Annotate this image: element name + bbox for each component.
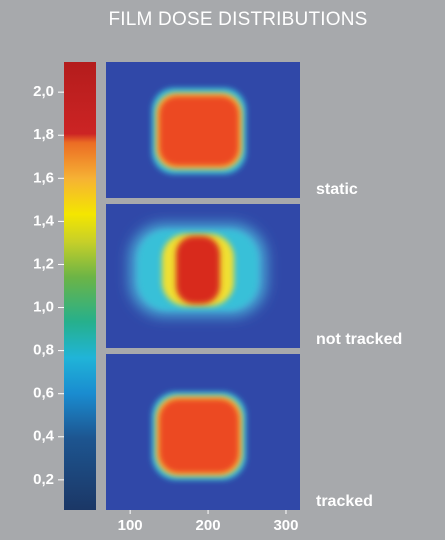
colorbar xyxy=(64,62,96,510)
colorbar-tick-label: 1,8 xyxy=(33,126,54,143)
blob-core xyxy=(176,236,220,304)
colorbar-tick-label: 1,4 xyxy=(33,212,55,229)
x-tick-label: 300 xyxy=(273,517,298,534)
figure: FILM DOSE DISTRIBUTIONS 0,2 0,4 0,6 0,8 1,0 1… xyxy=(0,0,445,540)
blob-core xyxy=(159,96,239,166)
dose-panel xyxy=(106,354,300,510)
dose-blob xyxy=(152,392,246,480)
x-tick-label: 200 xyxy=(196,517,221,534)
colorbar-tick-label: 2,0 xyxy=(33,83,54,100)
title: FILM DOSE DISTRIBUTIONS xyxy=(108,9,367,30)
panel-label: tracked xyxy=(316,493,373,510)
dose-panel xyxy=(106,62,300,198)
colorbar-tick-label: 0,6 xyxy=(33,385,54,402)
dose-panel xyxy=(106,204,300,348)
colorbar-tick-label: 1,2 xyxy=(33,255,54,272)
dose-blob xyxy=(152,88,246,174)
panel-label: not tracked xyxy=(316,331,402,348)
x-tick-label: 100 xyxy=(118,517,143,534)
colorbar-tick-label: 0,8 xyxy=(33,342,54,359)
colorbar-tick-label: 0,2 xyxy=(33,471,54,488)
colorbar-tick-label: 1,0 xyxy=(33,299,54,316)
colorbar-tick-label: 1,6 xyxy=(33,169,54,186)
panel-label: static xyxy=(316,181,358,198)
dose-blob xyxy=(130,224,266,316)
colorbar-tick-label: 0,4 xyxy=(33,428,55,445)
blob-core xyxy=(159,399,239,473)
